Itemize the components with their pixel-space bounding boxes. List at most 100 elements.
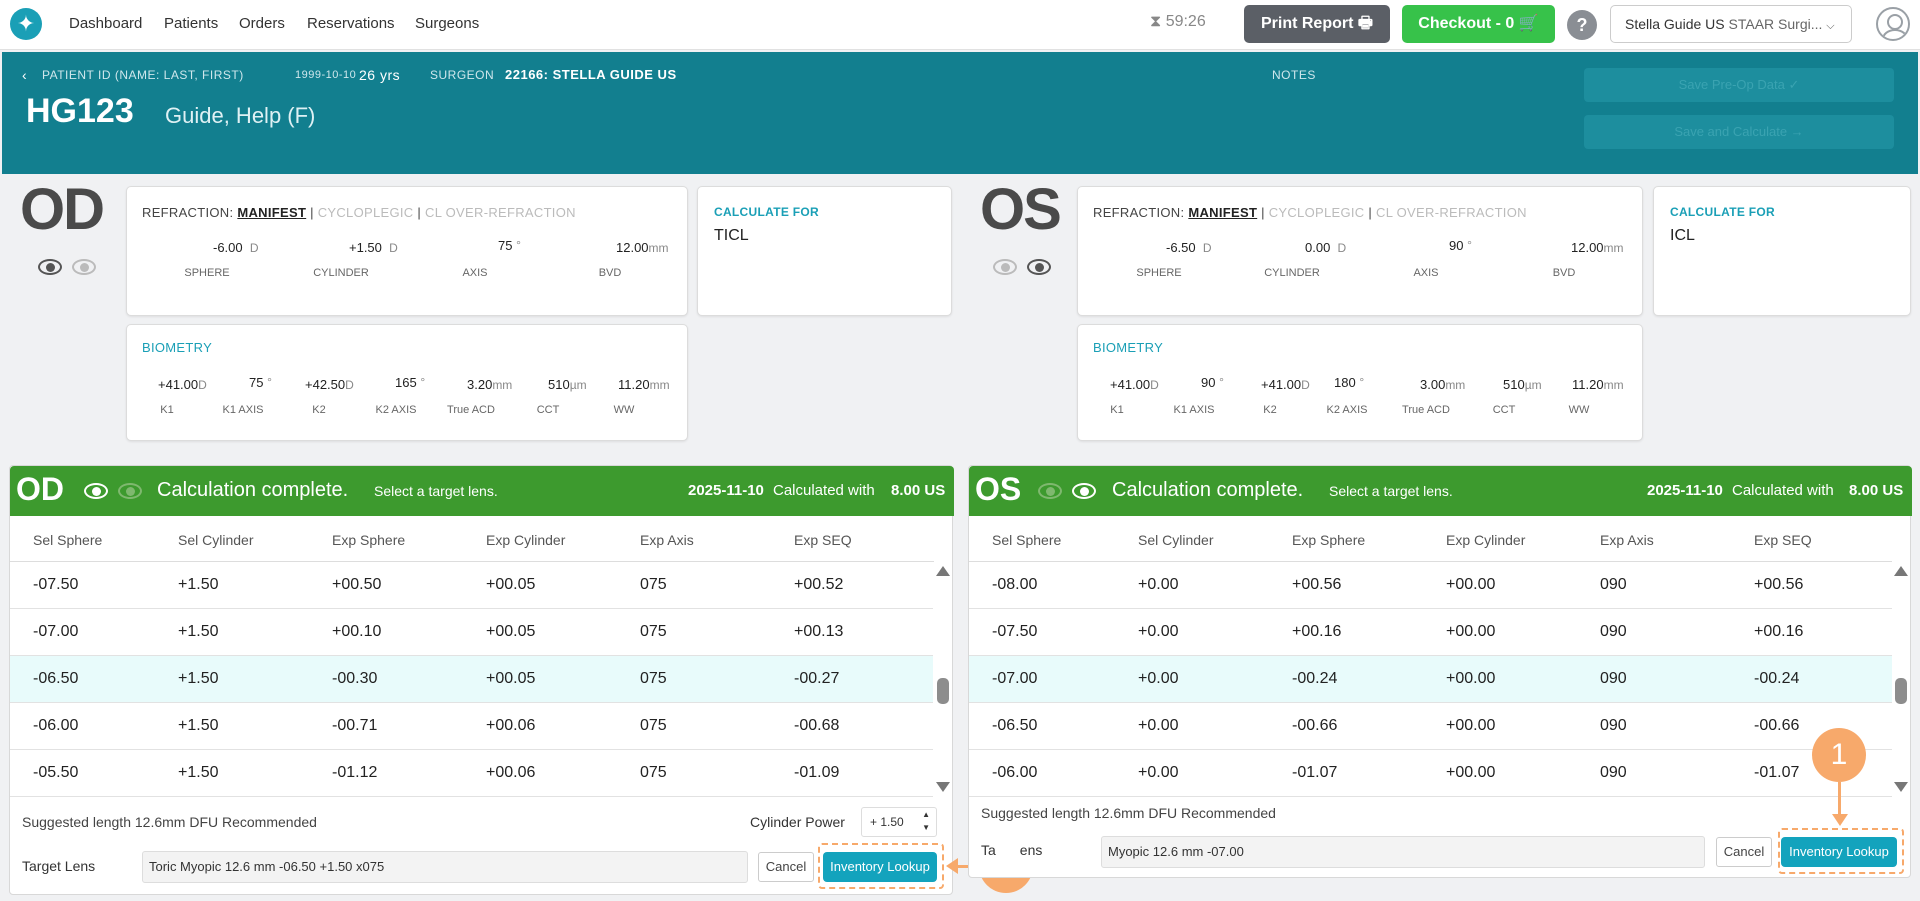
table-cell: +00.05 [486,576,536,593]
eye-dim-icon[interactable] [993,259,1017,275]
scroll-thumb[interactable] [937,678,949,704]
os-acd: 3.00mm [1420,377,1466,392]
od-calculate-for-card: CALCULATE FOR TICL [697,186,952,316]
eye-dim-icon[interactable] [72,259,96,275]
scroll-up-icon[interactable] [1894,566,1908,576]
label-acd: True ACD [447,404,495,416]
table-cell: 075 [640,717,667,734]
scroll-down-icon[interactable] [1894,782,1908,792]
table-row[interactable]: -07.50 +0.00 +00.16 +00.00 090 +00.16 [969,609,1892,656]
os-k2: +41.00D [1261,377,1310,392]
refraction-tab-cl-over[interactable]: CL OVER-REFRACTION [1376,205,1527,220]
table-row[interactable]: -06.50 +0.00 -00.66 +00.00 090 -00.66 [969,703,1892,750]
chevron-down-icon: ⌵ [1826,20,1835,32]
table-row[interactable]: -07.00 +1.50 +00.10 +00.05 075 +00.13 [10,609,933,656]
refraction-tab-cycloplegic[interactable]: CYCLOPLEGIC [317,205,414,220]
scroll-down-icon[interactable] [936,782,950,792]
od-k2: +42.50D [305,377,354,392]
scroll-thumb[interactable] [1895,678,1907,704]
scroll-up-icon[interactable] [936,566,950,576]
col-exp-cylinder: Exp Cylinder [1446,532,1526,548]
timer-value: 59:26 [1165,13,1206,30]
od-inventory-lookup-button[interactable]: Inventory Lookup [823,852,937,882]
refraction-tab-cycloplegic[interactable]: CYCLOPLEGIC [1268,205,1365,220]
patient-id-label: PATIENT ID (NAME: LAST, FIRST) [42,68,244,82]
eye-open-icon[interactable] [1027,259,1051,275]
refraction-tab-cl-over[interactable]: CL OVER-REFRACTION [425,205,576,220]
checkout-button[interactable]: Checkout - 0 🛒 [1402,5,1555,43]
nav-patients[interactable]: Patients [164,15,219,32]
od-target-lens-field[interactable]: Toric Myopic 12.6 mm -06.50 +1.50 x075 [142,851,748,883]
nav-dashboard[interactable]: Dashboard [69,15,143,32]
cylinder-power-stepper[interactable]: + 1.50 ▲ ▼ [861,807,937,837]
surgeon-value: 22166: STELLA GUIDE US [505,67,677,82]
table-row[interactable]: -07.50 +1.50 +00.50 +00.05 075 +00.52 [10,562,933,609]
save-calculate-button[interactable]: Save and Calculate → [1584,115,1894,149]
table-row[interactable]: -06.00 +1.50 -00.71 +00.06 075 -00.68 [10,703,933,750]
od-cancel-button[interactable]: Cancel [758,852,814,882]
os-calculate-for-value[interactable]: ICL [1670,227,1695,244]
table-cell: -00.66 [1754,717,1800,734]
table-cell: -01.07 [1292,764,1338,781]
od-biometry-card: BIOMETRY +41.00D 75 ° +42.50D 165 ° 3.20… [126,324,688,441]
nav-orders[interactable]: Orders [239,15,285,32]
os-k1-axis: 90 ° [1201,375,1224,390]
table-row[interactable]: -05.50 +1.50 -01.12 +00.06 075 -01.09 [10,750,933,797]
table-cell: +1.50 [178,576,219,593]
table-cell: +00.05 [486,670,536,687]
os-eye-label: OS [980,177,1062,242]
os-inventory-lookup-button[interactable]: Inventory Lookup [1781,837,1897,867]
table-cell: -00.71 [332,717,378,734]
label-cct: CCT [536,404,560,416]
table-cell: 075 [640,623,667,640]
print-report-button[interactable]: Print Report 🖶 [1244,5,1390,43]
arrow-left-icon [946,858,958,874]
os-cancel-button[interactable]: Cancel [1716,837,1772,867]
table-cell: +0.00 [1138,576,1179,593]
table-cell: -01.09 [794,764,840,781]
table-row[interactable]: -06.00 +0.00 -01.07 +00.00 090 -01.07 [969,750,1892,797]
stepper-arrows-icon[interactable]: ▲ ▼ [922,810,930,832]
od-scrollbar[interactable] [934,562,950,794]
calc-select-text: Select a target lens. [1329,483,1453,499]
calc-version: 8.00 US [891,482,946,499]
nav-surgeons[interactable]: Surgeons [415,15,480,32]
eye-open-icon[interactable] [1072,483,1096,499]
od-calculation-panel: OD Calculation complete. Select a target… [9,465,954,895]
patient-age: 26 yrs [359,67,401,83]
table-row[interactable]: -08.00 +0.00 +00.56 +00.00 090 +00.56 [969,562,1892,609]
back-chevron-icon[interactable]: ‹ [22,67,28,83]
eye-open-icon[interactable] [84,483,108,499]
table-row[interactable]: -06.50 +1.50 -00.30 +00.05 075 -00.27 [10,656,933,703]
site-select[interactable]: Stella Guide US STAAR Surgi... ⌵ [1610,5,1852,43]
refraction-tab-manifest[interactable]: MANIFEST [1188,205,1258,220]
od-calculate-for-value[interactable]: TICL [714,227,749,244]
session-timer: ⧗ 59:26 [1150,13,1206,31]
eye-open-icon[interactable] [38,259,62,275]
eye-dim-icon[interactable] [1038,483,1062,499]
nav-reservations[interactable]: Reservations [307,15,395,32]
label-axis: AXIS [462,267,488,279]
os-target-lens-field[interactable]: Myopic 12.6 mm -07.00 [1101,836,1705,868]
eye-dim-icon[interactable] [118,483,142,499]
od-eye-label: OD [20,177,105,242]
calc-date: 2025-11-10 [688,482,764,499]
label-k1: K1 [160,404,174,416]
save-preop-button[interactable]: Save Pre-Op Data ✓ [1584,68,1894,102]
patient-name: Guide, Help (F) [165,103,316,128]
table-cell: +00.00 [1446,670,1496,687]
refraction-tab-manifest[interactable]: MANIFEST [237,205,307,220]
col-exp-seq: Exp SEQ [794,532,852,548]
os-scrollbar[interactable] [1892,562,1908,794]
label-k2-axis: K2 AXIS [1326,404,1368,416]
table-cell: 075 [640,764,667,781]
table-cell: -00.24 [1754,670,1800,687]
app-logo-icon[interactable]: ✦ [10,8,42,40]
table-cell: +00.56 [1292,576,1342,593]
os-bvd: 12.00mm [1571,240,1624,255]
calc-complete-text: Calculation complete. [157,479,349,501]
label-k2: K2 [312,404,326,416]
help-button[interactable]: ? [1567,10,1597,40]
user-avatar-icon[interactable] [1876,7,1910,41]
table-row[interactable]: -07.00 +0.00 -00.24 +00.00 090 -00.24 [969,656,1892,703]
